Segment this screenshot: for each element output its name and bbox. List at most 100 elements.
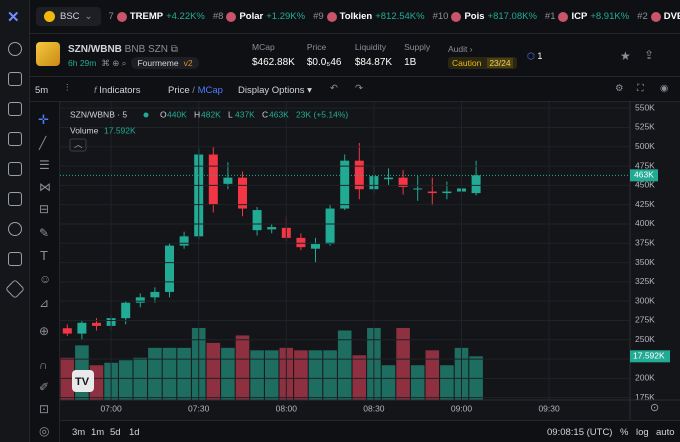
volume-legend-value: 17.592K — [104, 125, 136, 135]
launchpad-pill[interactable]: Fourmeme v2 — [131, 57, 199, 69]
sidebar: ✕ — [0, 0, 30, 442]
mcap-toggle[interactable]: MCap — [197, 85, 223, 96]
fullscreen-icon[interactable]: ⛶ — [637, 83, 644, 94]
last-price-label: 463K — [634, 170, 654, 180]
nav-icon[interactable] — [8, 252, 22, 266]
volume-bar — [440, 365, 454, 400]
ticker-avatar — [650, 11, 661, 22]
volume-tag-label: 17.592K — [633, 351, 665, 361]
lock-tool[interactable]: ⊡ — [39, 402, 50, 416]
price-toggle[interactable]: Price — [168, 85, 190, 96]
undo-icon[interactable]: ↶ — [330, 83, 338, 94]
pattern-tool[interactable]: ⋈ — [39, 180, 51, 194]
bar-style-icon[interactable]: ⫶ — [66, 83, 69, 94]
stat-value: 1B — [404, 57, 417, 68]
link-icons[interactable]: ⌘ ⊕ ⌕ — [101, 57, 127, 68]
y-tick-label: 350K — [635, 257, 655, 267]
legend-key: H — [194, 109, 200, 119]
nav-icon[interactable] — [8, 132, 22, 146]
cursor-tool[interactable]: ✛ — [38, 112, 49, 127]
collapse-button[interactable] — [69, 138, 87, 152]
stats: MCap $462.88K Price $0.0₅46 Liquidity $84.87K… — [252, 42, 440, 72]
ticker[interactable]: #10 Pois +817.08K% — [433, 11, 537, 22]
ticker-name: DVERSE — [663, 11, 680, 22]
collapse-icon[interactable]: ︿ — [74, 139, 83, 149]
share-icon[interactable]: ⇪ — [644, 48, 655, 62]
stat-label: Supply — [404, 42, 431, 52]
magnet-tool[interactable]: ∩ — [39, 358, 48, 372]
scale-option[interactable]: % — [620, 427, 629, 438]
ticker-rank: #2 — [637, 11, 648, 22]
ticker-name: Polar — [239, 11, 264, 22]
nav-icon[interactable] — [8, 222, 22, 236]
interval[interactable]: 5m — [35, 85, 49, 96]
stat-value: $462.88K — [252, 57, 295, 68]
tradingview-logo[interactable] — [72, 370, 94, 392]
emoji-tool[interactable]: ☺ — [39, 272, 52, 286]
nav-icon[interactable] — [8, 192, 22, 206]
holder-icon: ⬡ — [527, 51, 538, 61]
indicators-button[interactable]: Indicators — [99, 85, 141, 96]
ticker-avatar — [226, 11, 237, 22]
range-button[interactable]: 5d — [110, 427, 121, 438]
settings-icon[interactable]: ⚙ — [615, 83, 624, 94]
status-dot — [143, 112, 149, 118]
nav-icon[interactable] — [8, 162, 22, 176]
ruler-tool[interactable]: ⊿ — [39, 296, 50, 310]
legend-value: 440K — [167, 109, 187, 119]
volume-bar — [250, 350, 264, 400]
display-options[interactable]: Display Options — [238, 85, 305, 96]
scale-option[interactable]: log — [636, 427, 649, 438]
volume-bar — [177, 347, 191, 400]
ticker-avatar — [326, 11, 337, 22]
token-pair: SZN/WBNB — [68, 44, 122, 55]
nav-icon[interactable] — [5, 279, 25, 299]
brush-tool[interactable]: ✎ — [39, 226, 50, 240]
nav-icon[interactable] — [8, 102, 22, 116]
range-button[interactable]: 3m — [72, 427, 86, 438]
ticker[interactable]: #2DVERSE+5. — [637, 11, 680, 22]
measure-tool[interactable]: ⊟ — [39, 202, 50, 216]
scale-option[interactable]: auto — [656, 427, 675, 438]
audit-pill[interactable]: Caution 23/24 — [448, 57, 517, 69]
text-tool[interactable]: T — [40, 248, 48, 263]
launchpad: Fourmeme — [137, 58, 179, 68]
stat: Supply 1B — [404, 42, 440, 72]
fib-tool[interactable]: ☰ — [39, 158, 50, 172]
chain-selector[interactable]: BSC ⌄ — [36, 7, 101, 26]
legend-value: 437K — [235, 109, 255, 119]
camera-icon[interactable]: ◉ — [660, 83, 669, 94]
visibility-tool[interactable]: ◎ — [39, 424, 50, 438]
token-logo — [36, 42, 60, 66]
redo-icon[interactable]: ↷ — [355, 83, 363, 94]
ticker[interactable]: #9 Tolkien +812.54K% — [313, 11, 425, 22]
nav-icon[interactable] — [8, 42, 22, 56]
ticker[interactable]: #1 ICP +8.91K% — [545, 11, 629, 22]
ticker-change: +817.08K% — [487, 11, 537, 22]
nav-icon[interactable] — [8, 72, 22, 86]
ticker[interactable]: 7 TREMP +4.22K% — [109, 11, 205, 22]
token-symbol: SZN — [148, 44, 169, 55]
ticker-change: +812.54K% — [375, 11, 425, 22]
ticker-avatar — [558, 11, 569, 22]
logo-icon[interactable]: ✕ — [7, 9, 20, 26]
audit-score: 23/24 — [487, 58, 513, 68]
volume-bar — [264, 350, 279, 400]
range-button[interactable]: 1m — [91, 427, 105, 438]
chevron: ⌄ — [84, 11, 93, 22]
copy-icon[interactable]: ⧉ — [170, 44, 178, 55]
line-tool[interactable]: ╱ — [39, 136, 47, 150]
y-tick-label: 525K — [635, 122, 655, 132]
star-icon[interactable]: ★ — [620, 49, 631, 63]
lock-draw-tool[interactable]: ✐ — [39, 380, 50, 394]
volume-bar — [221, 347, 235, 400]
y-tick-label: 300K — [635, 295, 655, 305]
range-button[interactable]: 1d — [129, 427, 140, 438]
ticker[interactable]: #8 Polar +1.29K% — [213, 11, 305, 22]
zoom-tool[interactable]: ⊕ — [39, 324, 50, 338]
volume-bar — [60, 357, 75, 400]
stat-label: Price — [306, 42, 327, 52]
volume-bar — [206, 342, 221, 400]
toolbar: 5m ⫶ f Indicators Price / MCap Display O… — [30, 78, 680, 102]
axis-settings-icon[interactable]: ⊙ — [650, 402, 659, 414]
